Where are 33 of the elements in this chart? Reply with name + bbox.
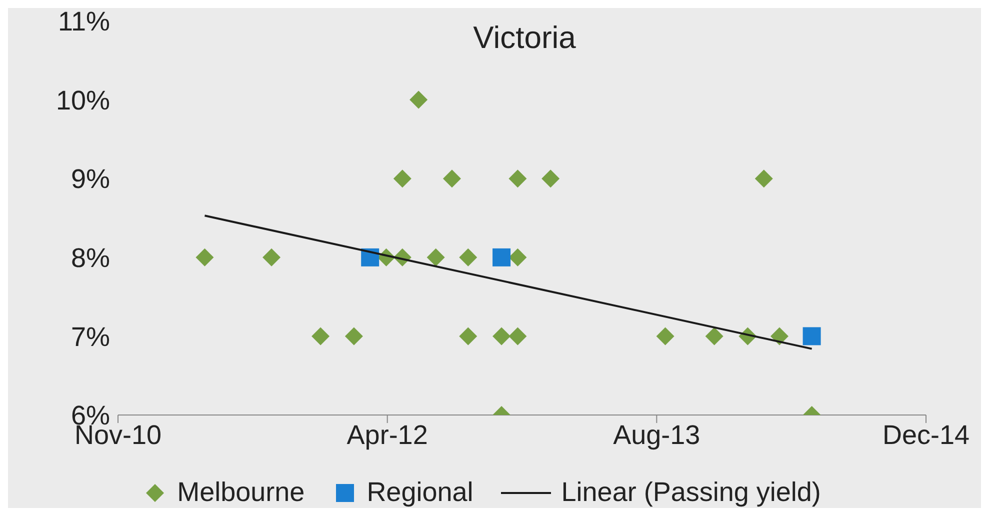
point [508, 327, 527, 346]
y-tick-label: 9% [70, 164, 110, 194]
point [426, 248, 445, 266]
point [802, 327, 821, 346]
point [459, 327, 478, 346]
y-tick-label: 11% [58, 6, 110, 37]
point [344, 327, 363, 346]
chart-title: Victoria [473, 20, 576, 55]
point [754, 170, 773, 188]
point [410, 90, 428, 109]
x-tick-label: Aug-13 [613, 420, 700, 450]
point [542, 170, 560, 188]
point [705, 327, 724, 346]
point [492, 248, 511, 266]
legend-label: Regional [366, 477, 474, 508]
point [442, 170, 461, 188]
point [393, 170, 412, 188]
x-tick-label: Dec-14 [882, 420, 970, 450]
point [508, 170, 527, 188]
point [262, 248, 281, 266]
legend-label: Linear (Passing yield) [561, 477, 821, 508]
point [196, 248, 214, 266]
point [312, 327, 330, 346]
point [492, 327, 511, 346]
y-tick-label: 8% [70, 242, 110, 273]
legend-label: Melbourne [177, 477, 305, 508]
y-tick-label: 7% [70, 322, 110, 352]
x-tick-label: Apr-12 [346, 420, 428, 450]
point [770, 327, 788, 346]
point [508, 248, 527, 266]
point [656, 327, 674, 346]
point [459, 248, 478, 266]
y-tick-label: 10% [56, 85, 110, 116]
